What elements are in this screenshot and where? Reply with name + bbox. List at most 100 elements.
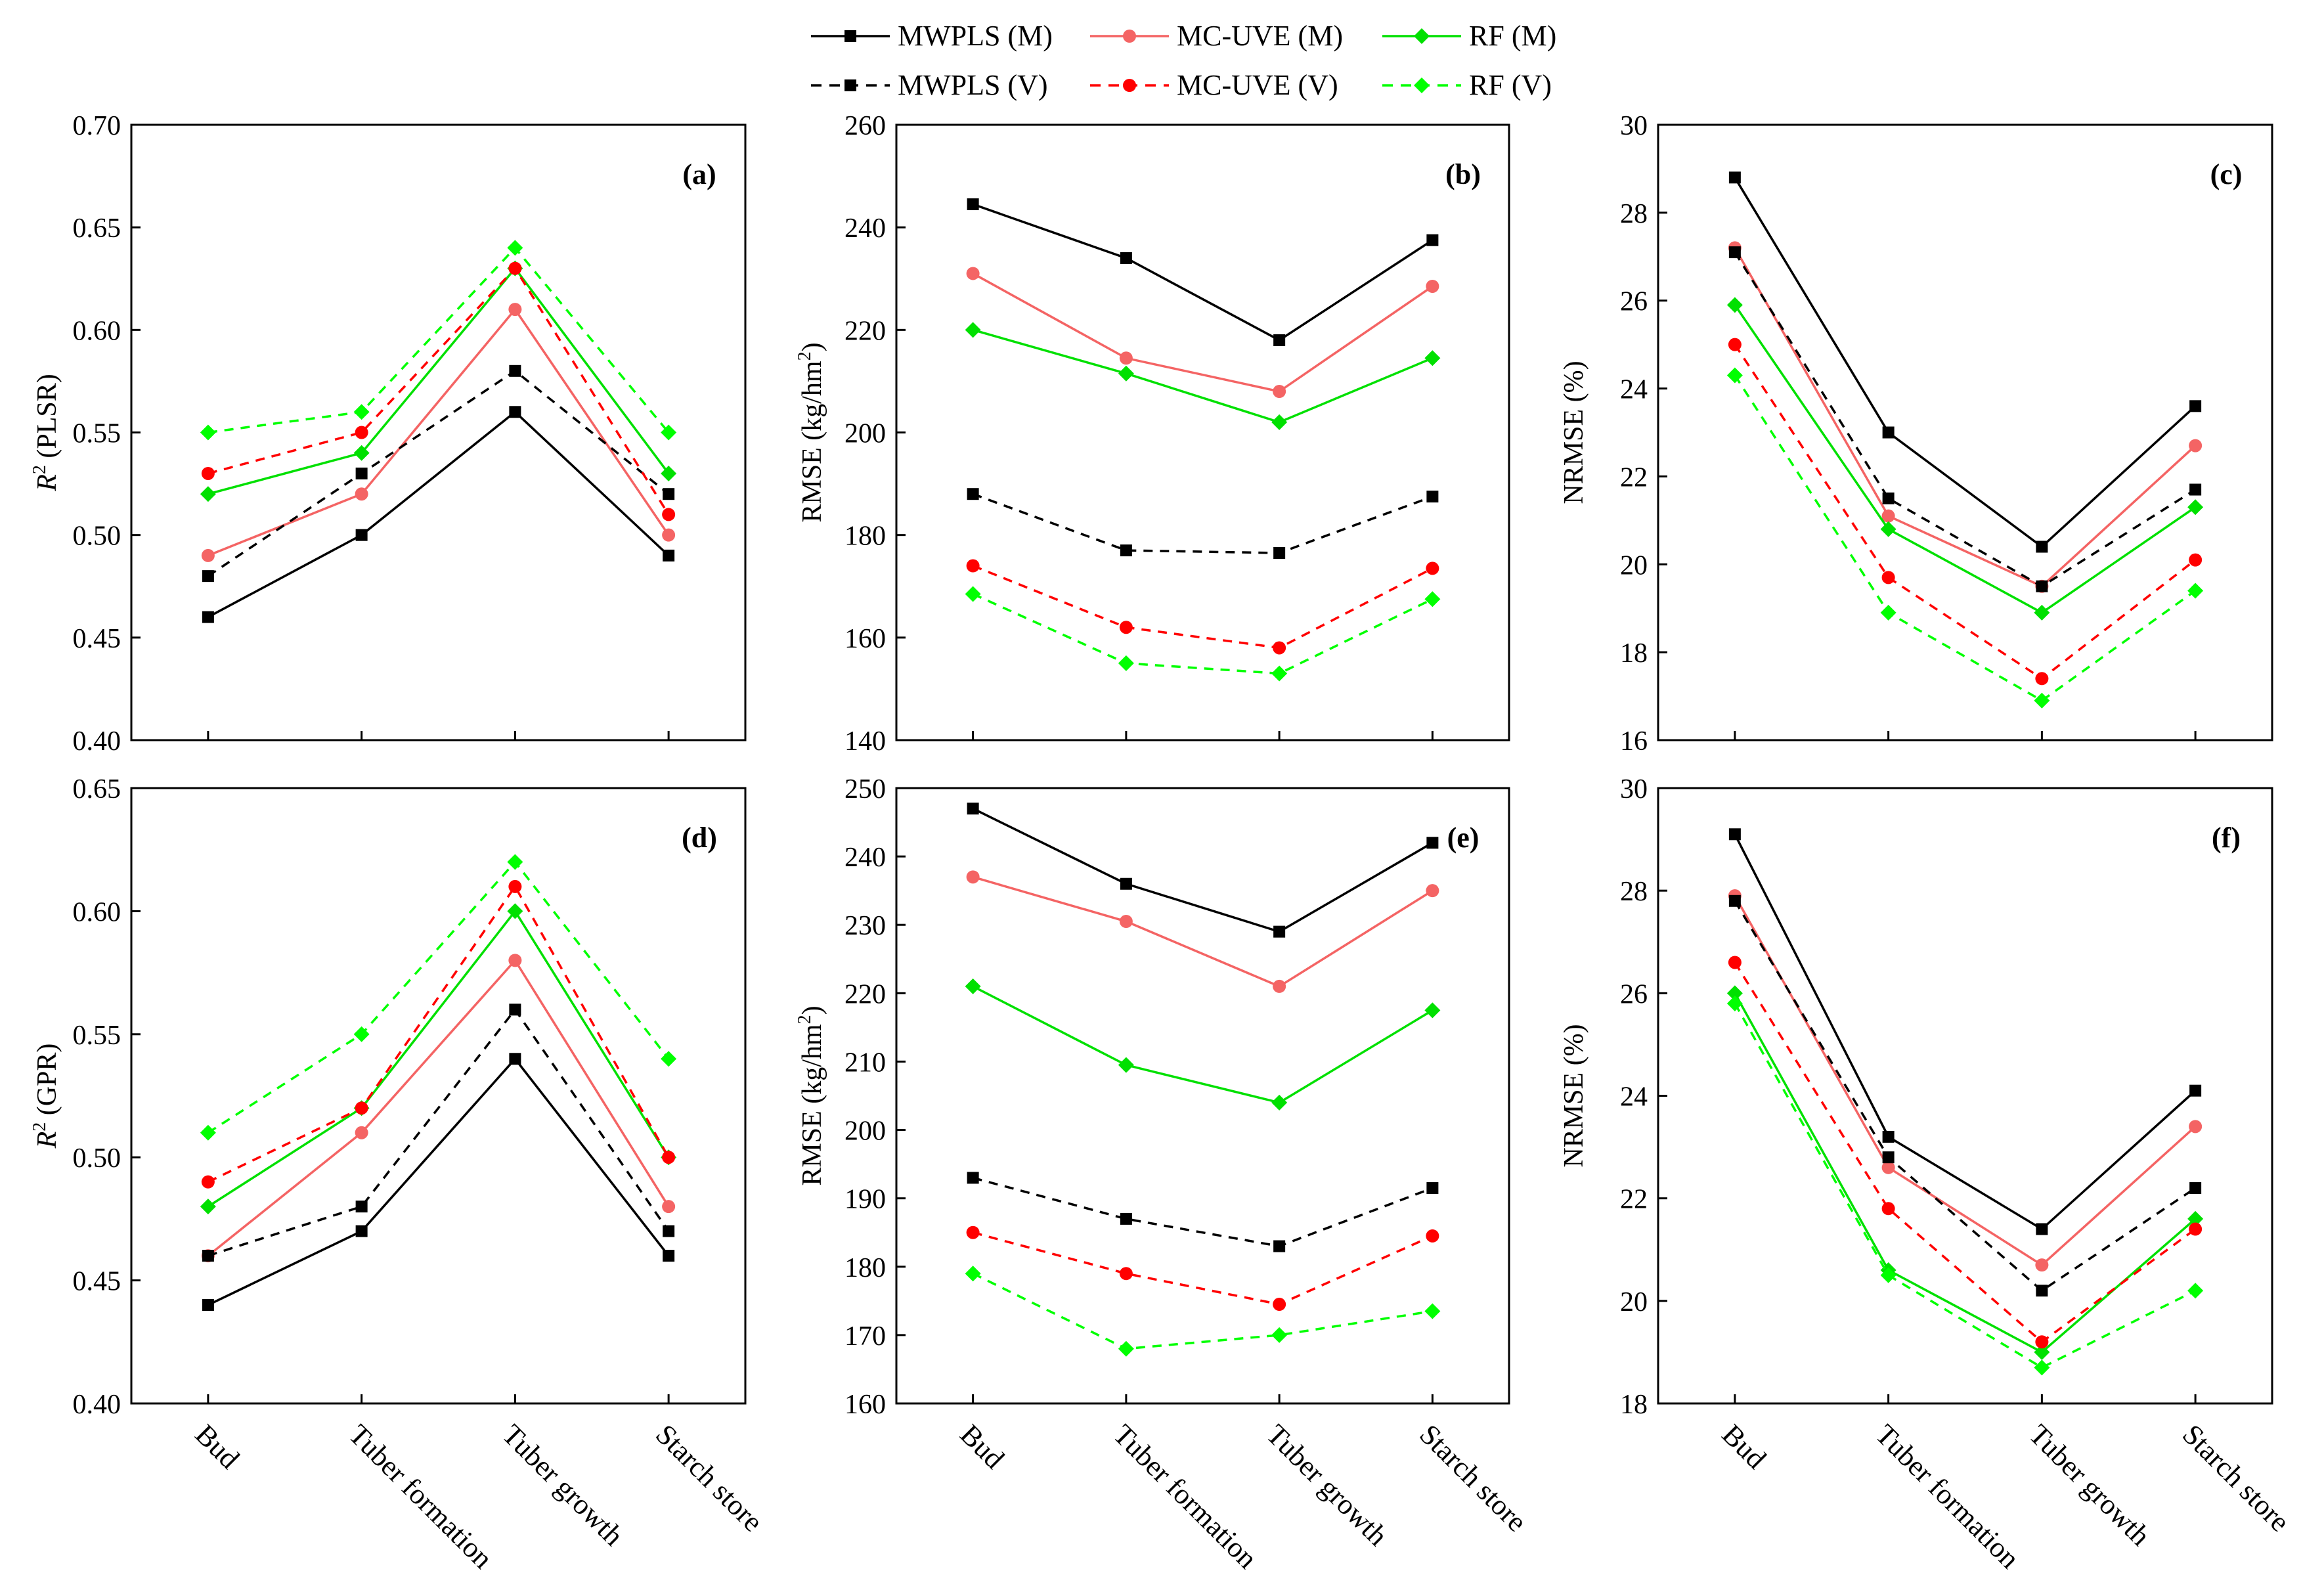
- panel-label: (d): [682, 822, 717, 854]
- legend-entry-mwpls-v: MWPLS (V): [811, 69, 1048, 101]
- data-point: [1273, 546, 1286, 559]
- data-point: [509, 364, 521, 377]
- panel-label: (b): [1445, 158, 1481, 190]
- y-axis-label: RMSE (kg/hm2): [795, 1005, 827, 1185]
- series-mwpls-m: [967, 198, 1439, 346]
- data-point: [1880, 521, 1896, 537]
- y-tick-label: 28: [1620, 199, 1648, 229]
- data-point: [2036, 580, 2048, 592]
- data-point: [1728, 828, 1741, 841]
- data-point: [1881, 509, 1895, 523]
- data-point: [2189, 400, 2202, 412]
- data-point: [1273, 925, 1286, 938]
- series-line: [972, 1272, 1433, 1350]
- series-mc-uve-m: [966, 870, 1439, 993]
- data-point: [2035, 1258, 2049, 1272]
- data-point: [2187, 583, 2204, 599]
- y-tick-label: 140: [844, 726, 886, 757]
- data-point: [2189, 1120, 2203, 1134]
- data-point: [1424, 591, 1441, 607]
- series-line: [207, 958, 670, 1257]
- series-line: [1734, 992, 2197, 1354]
- data-point: [2035, 1335, 2049, 1349]
- series-line: [973, 875, 1434, 988]
- series-rf-v: [1726, 995, 2204, 1376]
- series-mwpls-m: [202, 406, 675, 623]
- data-point: [2187, 499, 2204, 516]
- data-point: [1881, 571, 1895, 584]
- data-point: [966, 870, 980, 884]
- data-point: [200, 1199, 216, 1215]
- series-mwpls-m: [967, 803, 1439, 938]
- legend-entry-rf-m: RF (M): [1382, 20, 1556, 52]
- data-point: [201, 548, 215, 562]
- series-mwpls-m: [1728, 171, 2202, 553]
- data-point: [967, 803, 979, 815]
- data-point: [663, 1250, 675, 1262]
- data-point: [1120, 544, 1132, 557]
- data-point: [1119, 621, 1133, 634]
- data-point: [1273, 385, 1286, 399]
- y-tick-label: 160: [844, 1390, 886, 1420]
- data-point: [1118, 1057, 1134, 1073]
- data-point: [967, 1172, 979, 1184]
- legend-entry-mc-uve-m: MC-UVE (M): [1090, 20, 1343, 52]
- y-tick-label: 0.60: [73, 316, 121, 346]
- series-rf-m: [965, 322, 1441, 430]
- series-line: [1734, 343, 2197, 680]
- y-tick-label: 240: [844, 213, 886, 244]
- series-line: [207, 860, 670, 1134]
- series-mwpls-v: [967, 488, 1439, 559]
- series-line: [1734, 900, 2197, 1292]
- data-point: [2189, 1182, 2202, 1195]
- series-mwpls-v: [202, 364, 675, 583]
- series-line: [1734, 1003, 2196, 1369]
- y-tick-label: 220: [844, 979, 886, 1009]
- series-mc-uve-m: [1728, 889, 2203, 1272]
- data-point: [967, 198, 979, 211]
- y-tick-label: 230: [844, 911, 886, 941]
- chart-panel-a: 0.40 0.45 0.50 0.55 0.60 0.65 0.70 R2 (PLSR) (a): [30, 111, 747, 757]
- series-line: [1734, 177, 2197, 548]
- series-rf-v: [965, 586, 1441, 682]
- data-point: [353, 1026, 370, 1042]
- y-tick-label: 240: [844, 843, 886, 873]
- y-tick-label: 250: [844, 774, 886, 805]
- data-point: [1273, 979, 1286, 993]
- data-point: [1881, 1202, 1895, 1216]
- data-point: [1726, 995, 1743, 1011]
- data-point: [965, 586, 981, 602]
- data-point: [2036, 1285, 2048, 1297]
- data-point: [1881, 1160, 1895, 1174]
- series-line: [207, 369, 670, 577]
- series-line: [973, 203, 1434, 342]
- data-point: [1271, 1094, 1288, 1111]
- series-line: [1734, 895, 2197, 1267]
- legend-marker-mwpls-v: [844, 79, 856, 91]
- data-point: [1118, 365, 1134, 382]
- data-point: [2035, 672, 2049, 686]
- series-mwpls-m: [202, 1053, 675, 1312]
- data-point: [2034, 1344, 2050, 1360]
- data-point: [202, 611, 214, 623]
- series-line: [972, 272, 1434, 393]
- legend: MWPLS (M) MC-UVE (M) RF (M) MWPLS (V) MC-UVE…: [811, 20, 1556, 101]
- data-point: [1119, 351, 1133, 365]
- series-mc-uve-v: [201, 261, 676, 521]
- data-point: [200, 486, 216, 502]
- data-point: [1728, 338, 1742, 351]
- data-point: [1273, 1298, 1286, 1312]
- data-point: [663, 549, 675, 562]
- series-mc-uve-v: [1728, 956, 2203, 1349]
- y-tick-label: 0.55: [73, 1021, 121, 1051]
- plot-frame: [130, 787, 747, 1405]
- data-point: [1426, 279, 1439, 293]
- data-point: [662, 528, 676, 542]
- series-mc-uve-m: [966, 267, 1439, 399]
- panel-label: (f): [2212, 822, 2241, 854]
- data-point: [966, 1225, 980, 1239]
- y-axis-label: NRMSE (%): [1559, 1024, 1589, 1167]
- data-point: [355, 529, 368, 541]
- y-tick-label: 22: [1620, 1185, 1648, 1215]
- data-point: [663, 488, 675, 500]
